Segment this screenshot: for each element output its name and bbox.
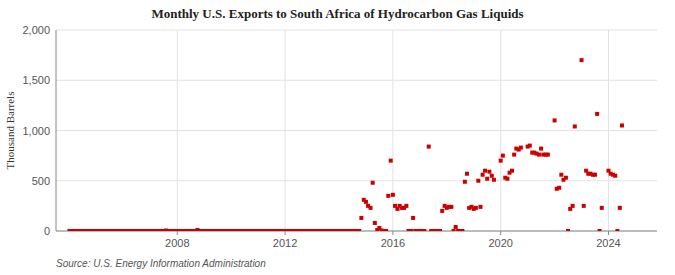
x-tick	[285, 231, 286, 235]
y-tick-label: 500	[32, 175, 50, 187]
point	[613, 174, 617, 178]
point	[546, 153, 550, 157]
point	[465, 172, 469, 176]
point	[422, 229, 426, 231]
point	[409, 229, 413, 231]
point	[357, 229, 361, 231]
point	[564, 176, 568, 180]
x-tick	[500, 231, 501, 235]
point	[620, 123, 624, 127]
point	[411, 216, 415, 220]
point	[487, 170, 491, 174]
point	[519, 146, 523, 150]
point	[528, 144, 532, 148]
y-tick-label: 2,000	[22, 24, 50, 36]
point	[582, 204, 586, 208]
point	[373, 221, 377, 225]
source: Source: U.S. Energy Information Administ…	[56, 258, 266, 269]
points	[67, 58, 623, 231]
y-axis-line	[56, 30, 57, 231]
y-tick-label: 0	[44, 225, 50, 237]
point	[483, 169, 487, 173]
point	[371, 181, 375, 185]
x-tick	[177, 231, 178, 235]
y-tick-label: 1,500	[22, 74, 50, 86]
grid-line-x	[608, 30, 609, 231]
x-tick-label: 2016	[381, 237, 405, 249]
point	[615, 229, 619, 231]
grid-line-y	[56, 80, 657, 81]
x-tick-label: 2012	[273, 237, 297, 249]
grid-line-x	[392, 30, 393, 231]
grid-line-y	[56, 130, 657, 131]
point	[595, 112, 599, 116]
title: Monthly U.S. Exports to South Africa of …	[151, 6, 523, 21]
point	[593, 173, 597, 177]
point	[438, 229, 442, 231]
point	[537, 153, 541, 157]
grid	[56, 30, 657, 231]
point	[386, 194, 390, 198]
x-tick	[392, 231, 393, 235]
grid-line-x	[177, 30, 178, 231]
y-axis-label: Thousand Barrels	[4, 92, 16, 170]
point	[478, 205, 482, 209]
grid-line-x	[500, 30, 501, 231]
grid-line-y	[56, 180, 657, 181]
point	[454, 225, 458, 229]
point	[460, 229, 464, 231]
point	[566, 229, 570, 231]
point	[557, 186, 561, 190]
point	[481, 173, 485, 177]
x-tick-label: 2024	[596, 237, 620, 249]
point	[369, 206, 373, 210]
point	[492, 178, 496, 182]
background	[0, 0, 675, 275]
point	[404, 204, 408, 208]
point	[490, 174, 494, 178]
point	[501, 154, 505, 158]
point	[571, 204, 575, 208]
chart: Monthly U.S. Exports to South Africa of …	[0, 0, 675, 275]
point	[440, 209, 444, 213]
point	[427, 145, 431, 149]
point	[573, 124, 577, 128]
grid-line-x	[285, 30, 286, 231]
point	[618, 206, 622, 210]
point	[505, 177, 509, 181]
x-tick	[608, 231, 609, 235]
x-tick-label: 2008	[165, 237, 189, 249]
x-tick-label: 2020	[488, 237, 512, 249]
point	[452, 229, 456, 231]
y-tick-label: 1,000	[22, 125, 50, 137]
point	[384, 229, 388, 231]
point	[449, 205, 453, 209]
point	[600, 206, 604, 210]
point	[510, 169, 514, 173]
point	[512, 153, 516, 157]
point	[598, 229, 602, 231]
point	[485, 177, 489, 181]
point	[389, 159, 393, 163]
point	[580, 58, 584, 62]
point	[463, 180, 467, 184]
point	[559, 173, 563, 177]
point	[474, 206, 478, 210]
point	[539, 147, 543, 151]
point	[364, 200, 368, 204]
point	[499, 159, 503, 163]
point	[476, 179, 480, 183]
point	[359, 216, 363, 220]
point	[553, 118, 557, 122]
point	[391, 193, 395, 197]
grid-line-y	[56, 30, 657, 31]
